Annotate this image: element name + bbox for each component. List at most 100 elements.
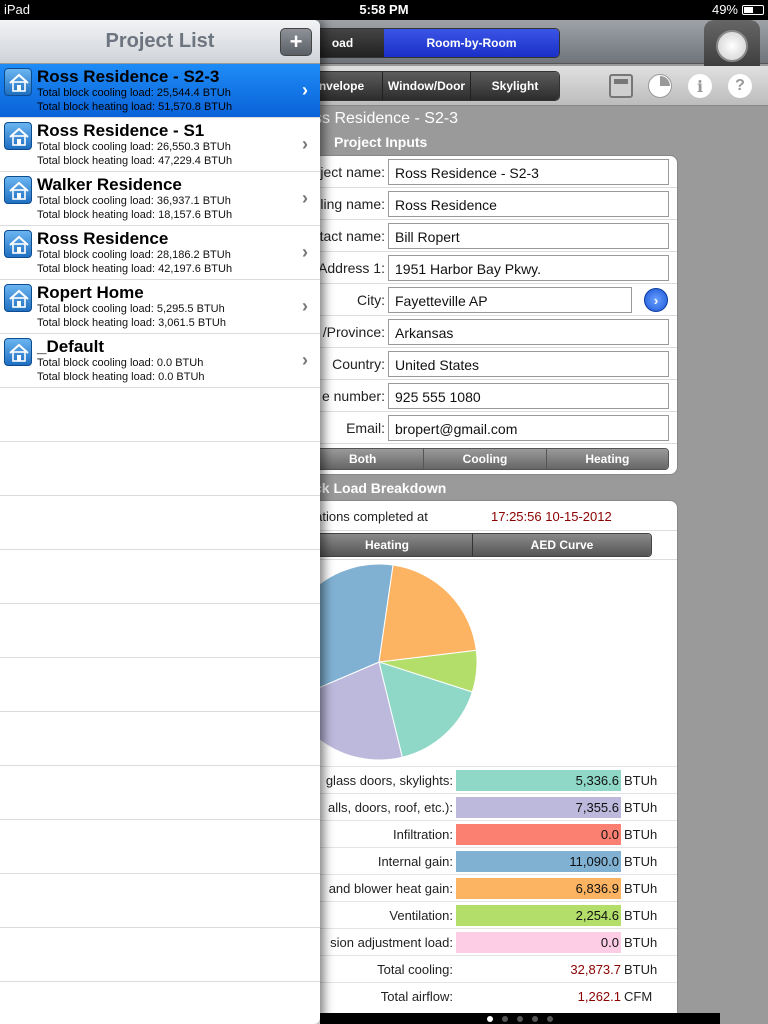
calculator-icon[interactable] [609, 74, 633, 98]
email-input[interactable]: bropert@gmail.com [388, 415, 669, 441]
country-input[interactable]: United States [388, 351, 669, 377]
pie-chart-icon[interactable] [648, 74, 672, 98]
city-disclosure-button[interactable]: › [644, 288, 668, 312]
empty-list-row [0, 820, 320, 874]
tab-skylight[interactable]: Skylight [471, 72, 559, 100]
page-indicator[interactable] [320, 1013, 720, 1024]
project-cooling-load: Total block cooling load: 25,544.4 BTUh [37, 87, 231, 99]
chevron-right-icon: › [302, 188, 308, 208]
help-icon[interactable]: ? [728, 74, 752, 98]
project-cooling-load: Total block cooling load: 28,186.2 BTUh [37, 249, 231, 261]
project-heating-load: Total block heating load: 18,157.6 BTUh [37, 209, 233, 221]
project-cooling-load: Total block cooling load: 36,937.1 BTUh [37, 195, 231, 207]
load-value-bar: 11,090.0 [456, 851, 621, 872]
load-label: sion adjustment load: [330, 935, 453, 950]
empty-list-row [0, 496, 320, 550]
building-name-input[interactable]: Ross Residence [388, 191, 669, 217]
breakdown-heading: ck Load Breakdown [314, 480, 447, 496]
project-list-popover: Project List + Ross Residence - S2-3 Tota… [0, 20, 320, 1024]
tab-room-by-room[interactable]: Room-by-Room [384, 29, 559, 57]
city-input[interactable]: Fayetteville AP [388, 287, 632, 313]
address-label: Address 1: [318, 260, 385, 276]
empty-list-row [0, 712, 320, 766]
load-label: Internal gain: [377, 854, 453, 869]
field-row-email: Email: bropert@gmail.com [281, 412, 677, 444]
assistive-touch-icon [716, 30, 748, 62]
field-row-city: City: Fayetteville AP › [281, 284, 677, 316]
phone-input[interactable]: 925 555 1080 [388, 383, 669, 409]
load-label: Ventilation: [389, 908, 453, 923]
info-icon[interactable]: i [688, 74, 712, 98]
empty-list-row [0, 550, 320, 604]
page-dot [547, 1015, 553, 1022]
building-name-label: ling name: [320, 196, 385, 212]
project-name: _Default [37, 337, 105, 356]
country-label: Country: [332, 356, 385, 372]
state-input[interactable]: Arkansas [388, 319, 669, 345]
project-name-input[interactable]: Ross Residence - S2-3 [388, 159, 669, 185]
project-list-item[interactable]: Ropert Home Total block cooling load: 5,2… [0, 280, 320, 334]
load-label: Infiltration: [393, 827, 453, 842]
mode-both-button[interactable]: Both [302, 449, 425, 469]
empty-list-row [0, 604, 320, 658]
total-cooling-row: Total cooling: 32,873.7 BTUh [281, 955, 677, 982]
load-row: glass doors, skylights: 5,336.6 BTUh [281, 766, 677, 793]
battery-icon [742, 5, 764, 15]
house-icon [4, 68, 32, 96]
state-label: /Province: [322, 324, 385, 340]
field-row-country: Country: United States [281, 348, 677, 380]
total-cooling-label: Total cooling: [377, 962, 453, 977]
load-value-bar: 0.0 [456, 932, 621, 953]
page-dot [517, 1015, 523, 1022]
project-cooling-load: Total block cooling load: 5,295.5 BTUh [37, 303, 225, 315]
project-list-item[interactable]: Ross Residence Total block cooling load: … [0, 226, 320, 280]
project-list-item[interactable]: _Default Total block cooling load: 0.0 BT… [0, 334, 320, 388]
page-dot [487, 1015, 493, 1022]
load-row: Internal gain: 11,090.0 BTUh [281, 847, 677, 874]
project-name: Ross Residence - S2-3 [37, 67, 220, 86]
empty-list-row [0, 928, 320, 982]
load-unit: BTUh [624, 827, 658, 842]
house-icon [4, 176, 32, 204]
project-heating-load: Total block heating load: 47,229.4 BTUh [37, 155, 233, 167]
load-value-bar: 6,836.9 [456, 878, 621, 899]
contact-name-input[interactable]: Bill Ropert [388, 223, 669, 249]
address-input[interactable]: 1951 Harbor Bay Pkwy. [388, 255, 669, 281]
project-list-item[interactable]: Ross Residence - S2-3 Total block cooling… [0, 64, 320, 118]
project-list-item[interactable]: Walker Residence Total block cooling load… [0, 172, 320, 226]
page-dot [502, 1015, 508, 1022]
chevron-right-icon: › [302, 296, 308, 316]
tab-aed-curve[interactable]: AED Curve [473, 534, 651, 556]
project-list-item[interactable]: Ross Residence - S1 Total block cooling l… [0, 118, 320, 172]
field-row-address: Address 1: 1951 Harbor Bay Pkwy. [281, 252, 677, 284]
project-heating-load: Total block heating load: 51,570.8 BTUh [37, 101, 233, 113]
contact-name-label: tact name: [319, 228, 385, 244]
clock: 5:58 PM [359, 2, 409, 17]
pie-slice [378, 564, 477, 663]
total-airflow-label: Total airflow: [380, 989, 453, 1004]
load-row: alls, doors, roof, etc.): 7,355.6 BTUh [281, 793, 677, 820]
project-name: Ropert Home [37, 283, 144, 302]
mode-heating-button[interactable]: Heating [546, 449, 668, 469]
calc-completed-time: 17:25:56 10-15-2012 [491, 509, 612, 524]
mode-cooling-button[interactable]: Cooling [424, 449, 547, 469]
load-pie-chart [281, 563, 478, 761]
project-list-header: Project List + [0, 20, 320, 64]
project-heating-load: Total block heating load: 0.0 BTUh [37, 371, 205, 383]
load-row: and blower heat gain: 6,836.9 BTUh [281, 874, 677, 901]
tab-window-door[interactable]: Window/Door [383, 72, 471, 100]
load-label: glass doors, skylights: [325, 773, 453, 788]
load-unit: BTUh [624, 881, 658, 896]
load-mode-segment: oad Room-by-Room [300, 28, 560, 58]
empty-list-row [0, 658, 320, 712]
load-row: Infiltration: 0.0 BTUh [281, 820, 677, 847]
total-airflow-unit: CFM [624, 989, 653, 1004]
load-label: and blower heat gain: [328, 881, 453, 896]
load-value-bar: 7,355.6 [456, 797, 621, 818]
tab-heating-chart[interactable]: Heating [302, 534, 473, 556]
pie-slice [378, 661, 473, 758]
load-value-bar: 0.0 [456, 824, 621, 845]
city-label: City: [357, 292, 385, 308]
project-name: Ross Residence - S1 [37, 121, 205, 140]
add-project-button[interactable]: + [280, 28, 312, 56]
